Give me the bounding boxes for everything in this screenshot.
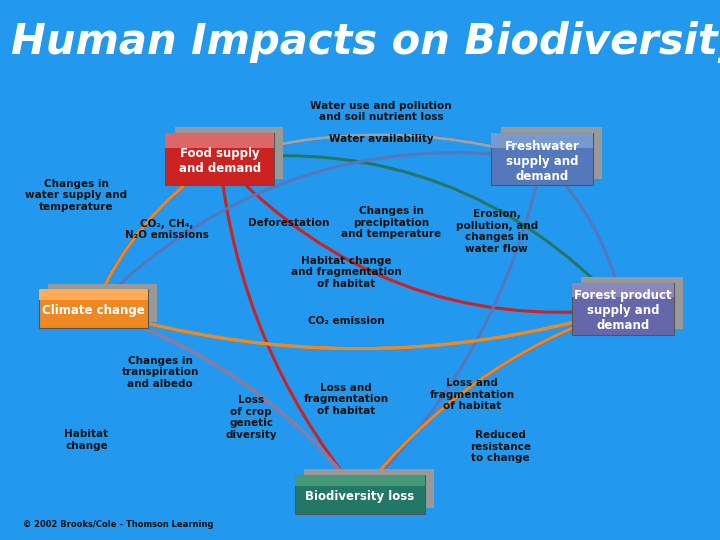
Text: Forest product
supply and
demand: Forest product supply and demand	[574, 289, 672, 333]
FancyBboxPatch shape	[581, 277, 683, 329]
Text: Changes in
transpiration
and albedo: Changes in transpiration and albedo	[122, 355, 199, 389]
Text: CO₂, CH₄,
N₂O emissions: CO₂, CH₄, N₂O emissions	[125, 219, 209, 240]
FancyBboxPatch shape	[305, 469, 434, 508]
Text: Climate change: Climate change	[42, 304, 145, 317]
Text: Changes in
water supply and
temperature: Changes in water supply and temperature	[25, 179, 127, 212]
FancyBboxPatch shape	[492, 133, 593, 148]
FancyBboxPatch shape	[572, 282, 674, 335]
FancyBboxPatch shape	[166, 133, 274, 148]
FancyBboxPatch shape	[572, 282, 674, 297]
Text: Food supply
and demand: Food supply and demand	[179, 147, 261, 176]
Text: Habitat change
and fragmentation
of habitat: Habitat change and fragmentation of habi…	[291, 256, 401, 289]
Text: Loss and
fragmentation
of habitat: Loss and fragmentation of habitat	[430, 378, 515, 411]
Text: Habitat
change: Habitat change	[64, 429, 109, 451]
FancyBboxPatch shape	[48, 284, 157, 322]
Text: Water use and pollution
and soil nutrient loss: Water use and pollution and soil nutrien…	[310, 101, 452, 123]
Text: Freshwater
supply and
demand: Freshwater supply and demand	[505, 140, 580, 183]
Text: Changes in
precipitation
and temperature: Changes in precipitation and temperature	[341, 206, 441, 239]
Text: Deforestation: Deforestation	[248, 218, 329, 228]
Text: Erosion,
pollution, and
changes in
water flow: Erosion, pollution, and changes in water…	[456, 210, 538, 254]
Text: © 2002 Brooks/Cole - Thomson Learning: © 2002 Brooks/Cole - Thomson Learning	[23, 521, 214, 529]
Text: Water availability: Water availability	[329, 134, 433, 144]
FancyBboxPatch shape	[295, 475, 425, 486]
FancyBboxPatch shape	[492, 133, 593, 185]
FancyBboxPatch shape	[174, 127, 283, 179]
Text: Reduced
resistance
to change: Reduced resistance to change	[469, 430, 531, 463]
FancyBboxPatch shape	[166, 133, 274, 185]
FancyBboxPatch shape	[39, 289, 148, 328]
Text: Human Impacts on Biodiversity: Human Impacts on Biodiversity	[11, 21, 720, 63]
Text: Loss and
fragmentation
of habitat: Loss and fragmentation of habitat	[303, 383, 389, 416]
FancyBboxPatch shape	[295, 475, 425, 514]
Text: CO₂ emission: CO₂ emission	[307, 316, 384, 326]
FancyBboxPatch shape	[500, 127, 603, 179]
Text: Loss
of crop
genetic
diversity: Loss of crop genetic diversity	[225, 395, 277, 440]
FancyBboxPatch shape	[39, 289, 148, 300]
Text: Biodiversity loss: Biodiversity loss	[305, 490, 415, 503]
